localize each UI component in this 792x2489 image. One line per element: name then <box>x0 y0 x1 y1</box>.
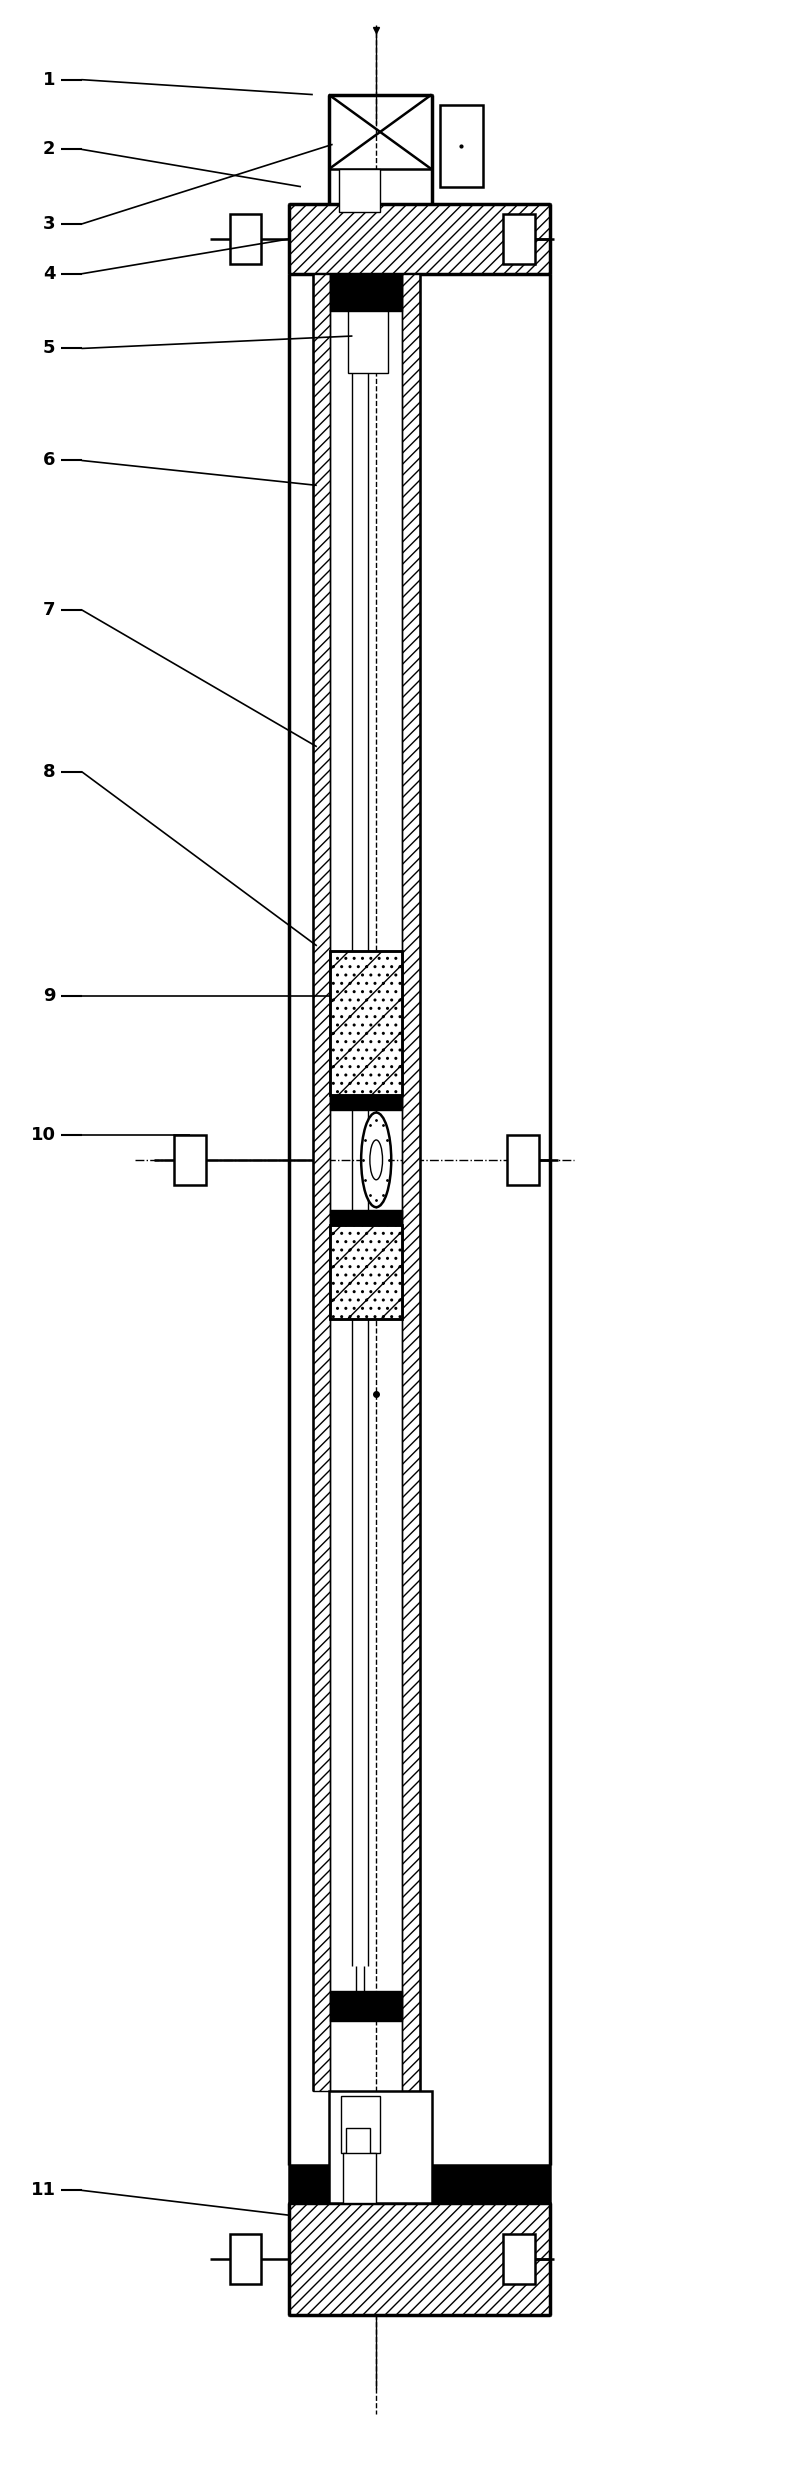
Bar <box>346 2128 370 2165</box>
Bar <box>341 2096 380 2153</box>
Polygon shape <box>330 951 402 1095</box>
Bar <box>330 1225 402 1319</box>
Polygon shape <box>330 1225 402 1319</box>
Text: 10: 10 <box>30 1125 55 1145</box>
Bar <box>330 1095 402 1110</box>
Bar <box>503 214 535 264</box>
Circle shape <box>370 1140 383 1180</box>
Text: 6: 6 <box>43 451 55 470</box>
Text: 3: 3 <box>43 214 55 234</box>
Polygon shape <box>289 2203 550 2315</box>
Bar <box>329 95 432 169</box>
Bar <box>289 2165 550 2203</box>
Bar <box>507 1135 539 1185</box>
Bar <box>330 274 402 311</box>
Bar <box>330 951 402 1095</box>
Bar <box>174 1135 206 1185</box>
Bar <box>230 2235 261 2285</box>
Polygon shape <box>402 274 420 2091</box>
Bar <box>348 311 388 373</box>
Polygon shape <box>313 274 330 2091</box>
Text: 2: 2 <box>43 139 55 159</box>
Text: 8: 8 <box>43 762 55 782</box>
Text: 11: 11 <box>30 2180 55 2200</box>
Text: 4: 4 <box>43 264 55 284</box>
Circle shape <box>361 1113 391 1207</box>
Bar <box>230 214 261 264</box>
Text: 7: 7 <box>43 600 55 620</box>
Bar <box>329 2091 432 2203</box>
Bar <box>440 105 483 187</box>
Bar <box>330 1210 402 1225</box>
Bar <box>343 2153 376 2203</box>
Bar <box>503 2235 535 2285</box>
Bar <box>339 169 380 212</box>
Bar <box>330 1991 402 2021</box>
Text: 1: 1 <box>43 70 55 90</box>
Text: 5: 5 <box>43 339 55 358</box>
Text: 9: 9 <box>43 986 55 1006</box>
Polygon shape <box>289 204 550 274</box>
